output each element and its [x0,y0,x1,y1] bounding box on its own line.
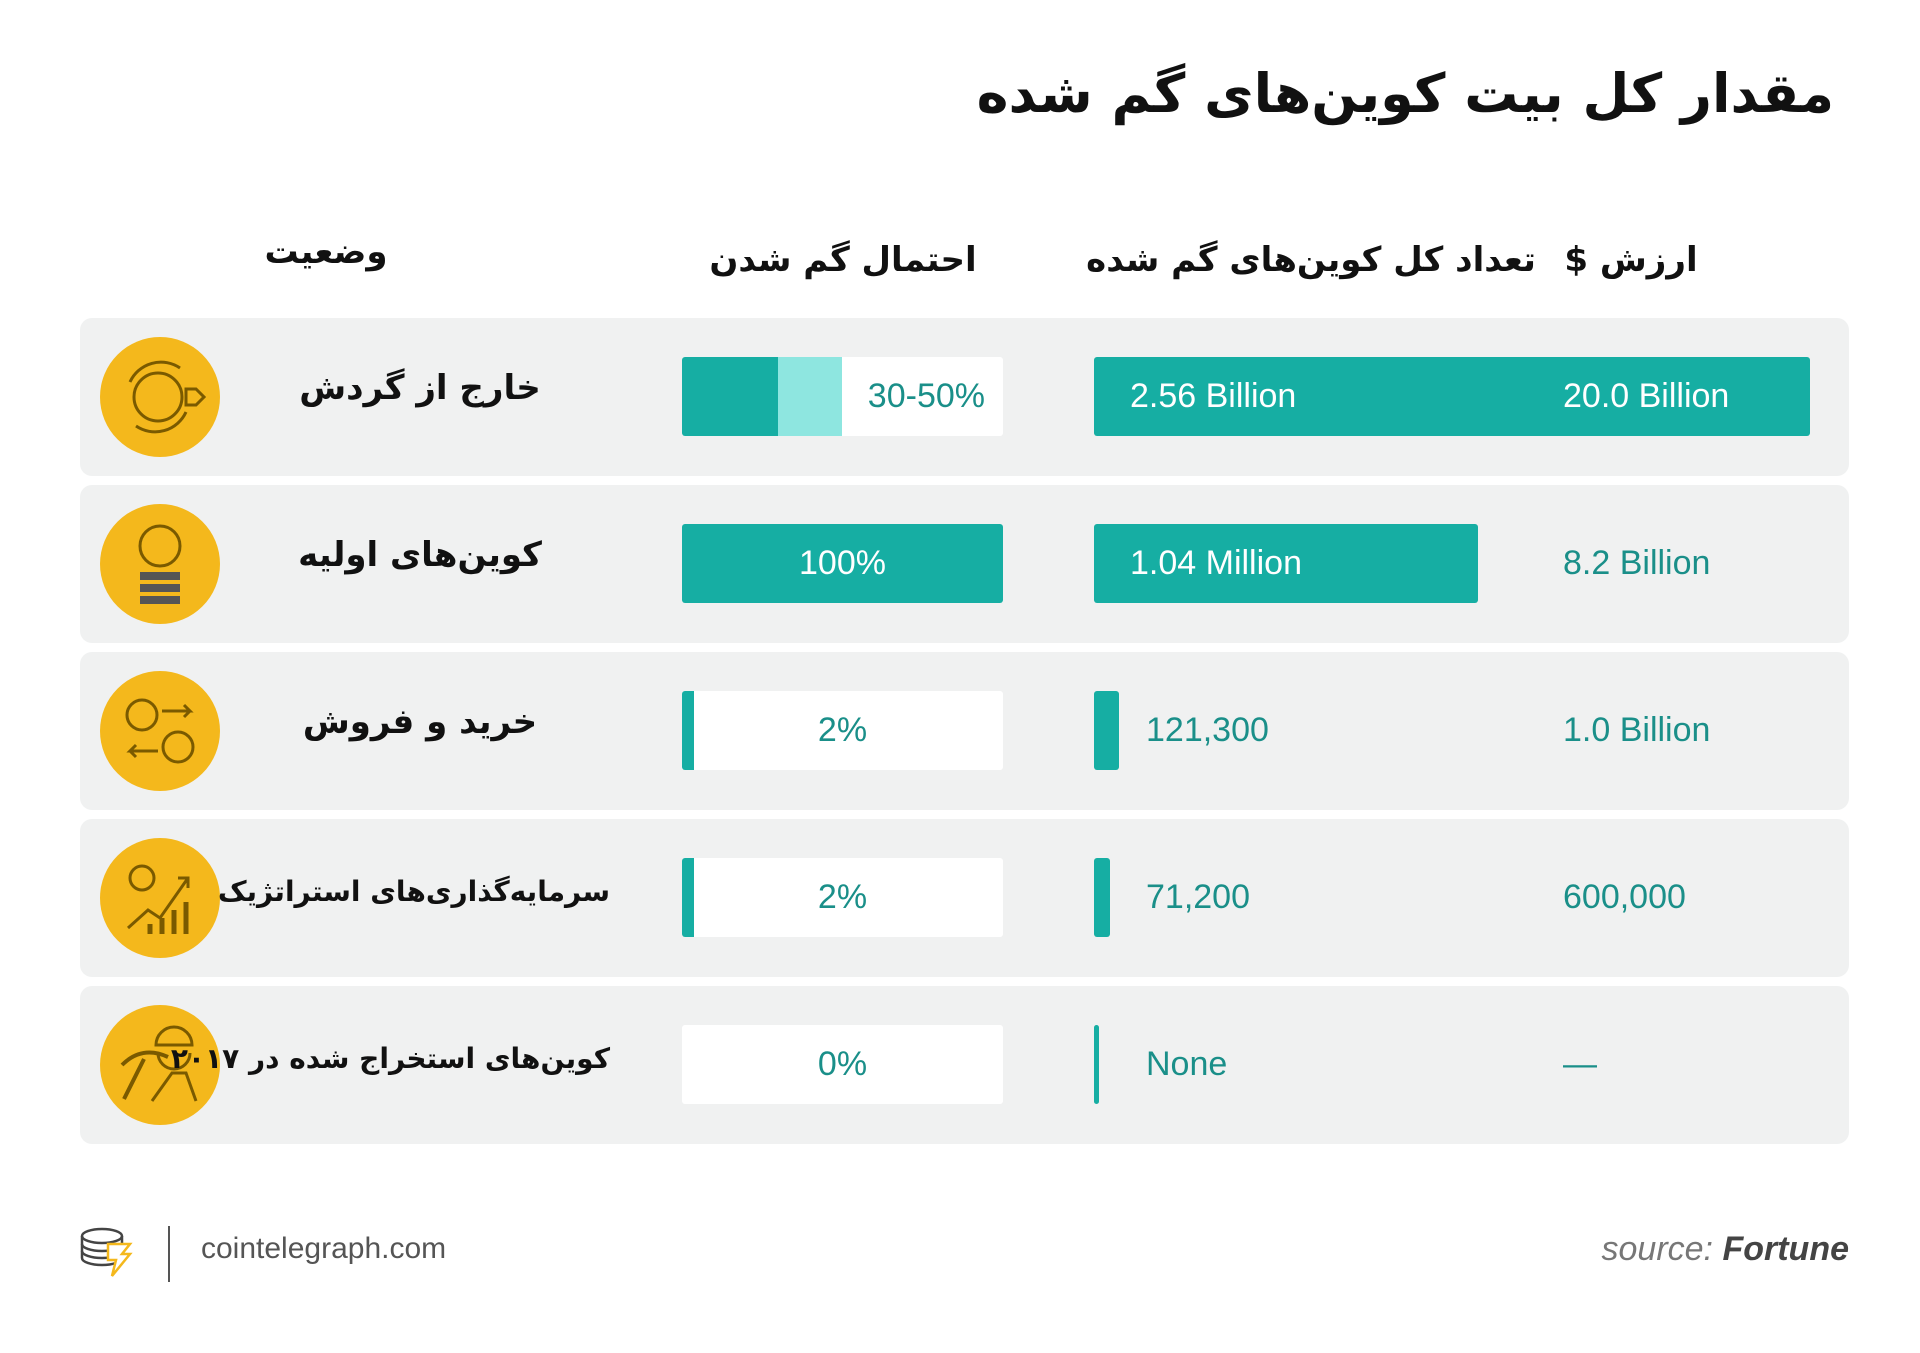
row-icon [100,337,220,457]
status-label: خارج از گردش [299,368,541,408]
logo [80,1227,133,1277]
table-row: کوین‌های استخراج شده در ۲۰۱۷ 0% None — [80,986,1849,1144]
source-name: Fortune [1722,1230,1849,1268]
probability-bar [682,858,694,937]
column-header: ارزش $ [1564,240,1698,280]
count-bar [1094,357,1810,436]
table-row: خارج از گردش 30-50% 2.56 Billion 20.0 Billi… [80,318,1849,476]
value-text: 8.2 Billion [1563,544,1711,582]
probability-bar-range [778,357,842,436]
table-row: سرمایه‌گذاری‌های استراتژیک 2% 71,200 600,00… [80,819,1849,977]
probability-text: 30-50% [867,377,985,415]
probability-box: 30-50% [682,357,1003,436]
row-icon [100,838,220,958]
row-icon [100,1005,220,1125]
status-label: خرید و فروش [302,702,538,742]
row-icon [100,671,220,791]
count-bar [1094,1025,1099,1104]
probability-box: 2% [682,858,1003,937]
count-text: 2.56 Billion [1130,377,1297,415]
source-label: source: [1601,1230,1714,1268]
title: مقدار کل بیت کوین‌های گم شده [976,62,1834,125]
count-bar [1094,858,1110,937]
probability-bar [682,524,1003,603]
value-text: 1.0 Billion [1563,711,1711,749]
count-text: 1.04 Million [1130,544,1302,582]
column-header: تعداد کل کوین‌های گم شده [1086,240,1536,280]
column-header: احتمال گم شدن [709,240,977,280]
source: source: Fortune [1602,1230,1850,1269]
site-name: cointelegraph.com [201,1232,447,1265]
separator [168,1226,170,1282]
probability-bar [682,691,694,770]
status-label: کوین‌های استخراج شده در ۲۰۱۷ [170,1042,610,1075]
count-text: 121,300 [1146,711,1269,749]
row-icon [100,504,220,624]
probability-box: 100% [682,524,1003,603]
probability-text: 2% [817,711,868,749]
probability-box: 2% [682,691,1003,770]
count-text: 71,200 [1146,878,1250,916]
table-row: کوین‌های اولیه 100% 1.04 Million 8.2 Billio… [80,485,1849,643]
count-bar [1094,524,1478,603]
value-text: — [1563,1045,1597,1083]
probability-box: 0% [682,1025,1003,1104]
probability-text: 2% [817,878,868,916]
count-text: None [1146,1045,1228,1083]
value-text: 600,000 [1563,878,1686,916]
probability-bar [682,357,778,436]
value-text: 20.0 Billion [1563,377,1730,415]
column-header: وضعیت [264,232,388,272]
probability-text: 0% [817,1045,868,1083]
status-label: کوین‌های اولیه [298,535,542,575]
status-label: سرمایه‌گذاری‌های استراتژیک [217,875,610,908]
table-row: خرید و فروش 2% 121,300 1.0 Billion [80,652,1849,810]
probability-text: 100% [799,544,886,582]
count-bar [1094,691,1119,770]
